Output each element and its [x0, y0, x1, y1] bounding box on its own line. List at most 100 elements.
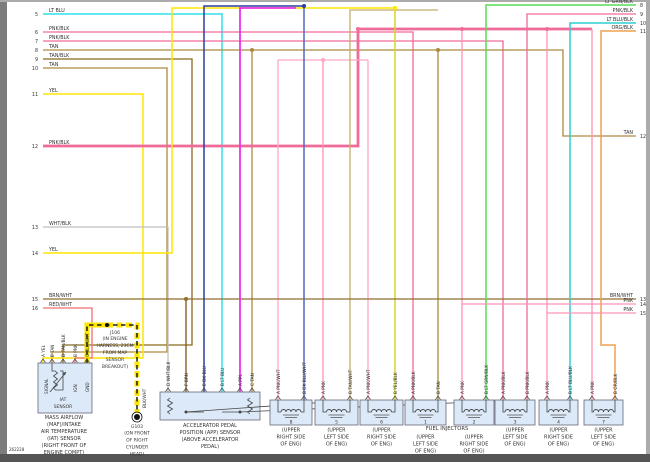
pin-arrow — [249, 387, 255, 392]
app-pot-symbol — [166, 397, 174, 415]
left-stub-number: 16 — [32, 306, 38, 312]
injector-lead — [484, 400, 487, 413]
right-stub-label: BRN/WHT — [610, 293, 633, 299]
injector-box-7 — [583, 399, 624, 426]
pin-arrow — [72, 358, 78, 363]
pin-arrow — [365, 395, 371, 400]
pin-label: A PNK — [590, 381, 596, 394]
injector-box-8 — [269, 399, 313, 426]
right-stub-number: 8 — [640, 3, 643, 9]
pin-arrow — [183, 387, 189, 392]
injector-caption: (UPPER — [327, 428, 346, 434]
app-caption: POSITION (APP) SENSOR — [180, 430, 242, 436]
pin-arrow — [347, 395, 353, 400]
left-stub-label: WHT/BLK — [49, 221, 72, 227]
wire-pnk-blk-inj6b — [526, 13, 636, 400]
pin-arrow — [320, 395, 326, 400]
left-stub-number: 12 — [32, 144, 38, 150]
pin-label: E DK BLU — [202, 366, 208, 386]
injector-lead — [277, 400, 281, 413]
injector-lead — [461, 400, 464, 413]
maf-caption: AIR TEMPERATURE — [41, 429, 87, 435]
pin-arrow — [49, 358, 55, 363]
app-caption: PEDAL) — [201, 444, 219, 450]
injector-lead — [346, 400, 351, 413]
injector-caption: RIGHT SIDE — [544, 435, 573, 441]
injector-caption: (UPPER — [594, 428, 613, 434]
pin-label: A PNK — [460, 381, 466, 394]
splice-dot — [545, 27, 549, 31]
left-stub-number: 15 — [32, 297, 38, 303]
wire-red-wht-16 — [43, 307, 93, 363]
wire-dk-blu-app-e — [203, 5, 304, 392]
left-stub-label: LT BLU — [49, 8, 65, 14]
injector-caption: (UPPER — [282, 428, 301, 434]
left-stub-label: BRN/WHT — [49, 293, 72, 299]
pin-label: C BLK/WHT — [85, 333, 91, 357]
pin-arrow — [40, 358, 46, 363]
diagram-id: 262228 — [9, 447, 25, 452]
pin-label: B LT BLU — [220, 368, 226, 386]
injector-lead — [435, 400, 439, 413]
pin-label: A PNK/BLK — [501, 371, 507, 394]
injector-caption: OF ENG) — [415, 449, 436, 455]
left-stub-number: 9 — [35, 57, 38, 63]
pin-arrow — [275, 395, 281, 400]
injector-coil-symbol — [504, 409, 526, 413]
pin-label: A PPL — [238, 374, 244, 386]
injector-caption: (UPPER — [465, 435, 484, 441]
left-stub-label: TAN/BLK — [48, 53, 70, 59]
wire-ppl-app-a — [239, 7, 296, 392]
pin-label: B LT GRN/BLK — [484, 365, 490, 394]
wire-lt-blu-blk-inj7b — [569, 22, 636, 400]
left-stub-label: TAN — [48, 62, 59, 68]
frame-top — [0, 0, 650, 2]
injector-box-5 — [314, 399, 359, 426]
maf-caption: MASS AIRFLOW — [45, 415, 83, 421]
maf-iat-label: IAT — [60, 397, 67, 403]
injector-caption: (UPPER — [416, 435, 435, 441]
left-stub-label: YEL — [48, 88, 58, 94]
injector-caption: OF ENG) — [326, 442, 347, 448]
iat-arrow — [49, 371, 67, 393]
j106-caption: BREAKOUT) — [102, 364, 128, 370]
pin-arrow — [410, 395, 416, 400]
wire-tan-8-12 — [43, 49, 636, 137]
splice-dot — [184, 297, 188, 301]
pin-label: B LT BLU/BLK — [568, 366, 574, 394]
splice-dot — [356, 27, 360, 31]
left-stub-number: 8 — [35, 48, 38, 54]
pin-label: B DK BLU/WHT — [302, 362, 308, 394]
pin-label: B OR/BLK — [613, 374, 619, 394]
wire-pnk-blk-6 — [43, 31, 414, 400]
iat-resistor-symbol — [51, 363, 64, 391]
pin-label: E TAN — [50, 344, 56, 357]
wire-tan-10 — [43, 67, 168, 363]
injector-box-2 — [453, 399, 495, 426]
pin-label: B YEL/BLK — [393, 372, 399, 394]
wire-or-blk-inj8b — [600, 30, 636, 400]
injector-caption: LEFT SIDE — [324, 435, 349, 441]
pin-label: A PNK/WHT — [276, 369, 282, 394]
injector-coil-symbol — [415, 409, 436, 413]
j106-caption: (IN ENGINE — [102, 336, 127, 342]
injector-lead — [613, 400, 616, 413]
injector-caption: OF ENG) — [504, 442, 525, 448]
g103-caption: HEAD) — [130, 452, 145, 458]
left-stub-number: 6 — [35, 30, 38, 36]
pin-arrow — [524, 395, 530, 400]
pin-label: B TAN/WHT — [348, 369, 354, 394]
injector-caption: (UPPER — [372, 428, 391, 434]
fuel-injectors-label: FUEL INJECTORS — [426, 426, 469, 432]
g103-ground-ring — [131, 411, 143, 423]
g103-ground-symbol — [134, 414, 140, 420]
g103-caption: CYLINDER — [126, 445, 148, 451]
pin-arrow — [392, 395, 398, 400]
pin-label: B PNK/BLK — [525, 371, 531, 394]
injector-coil-symbol — [548, 409, 569, 413]
injector-number: 5 — [335, 420, 338, 426]
left-stub-number: 11 — [32, 92, 38, 98]
left-stub-number: 7 — [35, 39, 38, 45]
wire-pnk-blk-12-bus — [43, 27, 592, 148]
